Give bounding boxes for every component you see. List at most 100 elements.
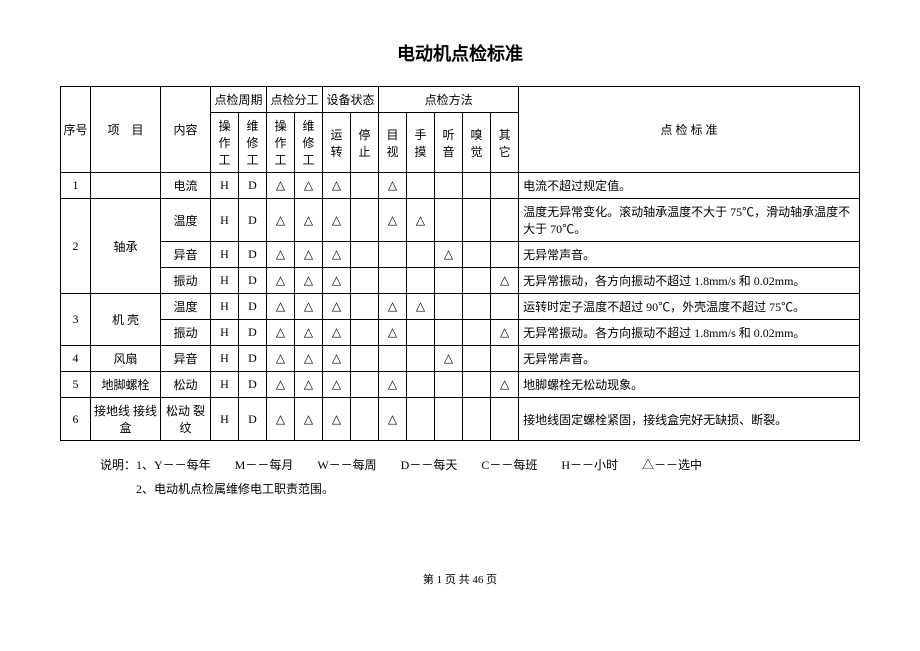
cell: H — [211, 372, 239, 398]
page-number: 第 1 页 共 46 页 — [60, 571, 860, 587]
cell: H — [211, 294, 239, 320]
cell — [491, 294, 519, 320]
cell: △ — [323, 398, 351, 441]
cell: △ — [267, 398, 295, 441]
cell: △ — [267, 242, 295, 268]
h-s1: 运转 — [323, 113, 351, 173]
cell — [435, 173, 463, 199]
table-row: 6 接地线 接线盒 松动 裂纹 H D △ △ △ △ 接地线固定螺栓紧固，接线… — [61, 398, 860, 441]
cell: D — [239, 398, 267, 441]
h-division: 点检分工 — [267, 87, 323, 113]
cell: △ — [295, 398, 323, 441]
cell: △ — [491, 268, 519, 294]
cell: △ — [379, 398, 407, 441]
page-title: 电动机点检标准 — [60, 40, 860, 66]
cell: △ — [435, 346, 463, 372]
cell: △ — [323, 346, 351, 372]
cell-content: 松动 — [161, 372, 211, 398]
table-row: 异音 H D △ △ △ △ 无异常声音。 — [61, 242, 860, 268]
cell: D — [239, 294, 267, 320]
h-period: 点检周期 — [211, 87, 267, 113]
cell-content: 振动 — [161, 320, 211, 346]
cell: △ — [295, 199, 323, 242]
note-line: 2、电动机点检属维修电工职责范围。 — [100, 477, 860, 501]
notes-block: 说明：1、Y－－每年 M－－每月 W－－每周 D－－每天 C－－每班 H－－小时… — [100, 453, 860, 501]
h-seq: 序号 — [61, 87, 91, 173]
cell-content: 振动 — [161, 268, 211, 294]
cell — [463, 372, 491, 398]
cell — [379, 242, 407, 268]
cell-std: 无异常振动，各方向振动不超过 1.8mm/s 和 0.02mm。 — [519, 268, 860, 294]
cell — [351, 398, 379, 441]
cell-content: 温度 — [161, 294, 211, 320]
cell: △ — [323, 173, 351, 199]
cell — [435, 268, 463, 294]
cell-std: 运转时定子温度不超过 90℃，外壳温度不超过 75℃。 — [519, 294, 860, 320]
cell — [463, 173, 491, 199]
cell: △ — [295, 320, 323, 346]
cell — [351, 320, 379, 346]
cell: △ — [323, 199, 351, 242]
cell — [435, 398, 463, 441]
cell-item: 轴承 — [91, 199, 161, 294]
h-d2: 维修工 — [295, 113, 323, 173]
cell-std: 无异常声音。 — [519, 242, 860, 268]
cell: △ — [379, 173, 407, 199]
cell: H — [211, 398, 239, 441]
cell-item: 风扇 — [91, 346, 161, 372]
cell: △ — [295, 372, 323, 398]
table-row: 4 风扇 异音 H D △ △ △ △ 无异常声音。 — [61, 346, 860, 372]
cell: H — [211, 346, 239, 372]
cell-seq: 3 — [61, 294, 91, 346]
cell — [351, 268, 379, 294]
cell: △ — [267, 372, 295, 398]
h-m5: 其它 — [491, 113, 519, 173]
cell-content: 异音 — [161, 242, 211, 268]
h-content: 内容 — [161, 87, 211, 173]
h-m2: 手摸 — [407, 113, 435, 173]
cell: D — [239, 173, 267, 199]
cell-seq: 5 — [61, 372, 91, 398]
cell: △ — [267, 294, 295, 320]
cell — [463, 242, 491, 268]
cell: △ — [379, 372, 407, 398]
cell: △ — [491, 372, 519, 398]
cell: △ — [323, 242, 351, 268]
cell-seq: 4 — [61, 346, 91, 372]
cell: D — [239, 242, 267, 268]
cell: D — [239, 320, 267, 346]
cell: △ — [295, 268, 323, 294]
cell-seq: 1 — [61, 173, 91, 199]
cell: D — [239, 199, 267, 242]
cell — [463, 199, 491, 242]
cell — [351, 173, 379, 199]
cell: △ — [379, 320, 407, 346]
cell: △ — [267, 199, 295, 242]
cell: △ — [491, 320, 519, 346]
cell: △ — [267, 173, 295, 199]
h-p2: 维修工 — [239, 113, 267, 173]
cell-seq: 6 — [61, 398, 91, 441]
cell — [379, 268, 407, 294]
cell: H — [211, 173, 239, 199]
cell — [463, 398, 491, 441]
cell-content: 电流 — [161, 173, 211, 199]
cell: △ — [295, 294, 323, 320]
cell — [351, 372, 379, 398]
cell: △ — [379, 199, 407, 242]
note-line: 说明：1、Y－－每年 M－－每月 W－－每周 D－－每天 C－－每班 H－－小时… — [100, 453, 860, 477]
cell-item: 接地线 接线盒 — [91, 398, 161, 441]
h-m1: 目视 — [379, 113, 407, 173]
cell-item: 机 壳 — [91, 294, 161, 346]
cell: H — [211, 320, 239, 346]
cell — [351, 199, 379, 242]
cell — [407, 398, 435, 441]
cell — [463, 346, 491, 372]
cell-std: 电流不超过规定值。 — [519, 173, 860, 199]
cell — [351, 294, 379, 320]
cell — [491, 173, 519, 199]
table-row: 振动 H D △ △ △ △ △ 无异常振动。各方向振动不超过 1.8mm/s … — [61, 320, 860, 346]
table-row: 2 轴承 温度 H D △ △ △ △ △ 温度无异常变化。滚动轴承温度不大于 … — [61, 199, 860, 242]
cell — [491, 398, 519, 441]
h-m4: 嗅觉 — [463, 113, 491, 173]
